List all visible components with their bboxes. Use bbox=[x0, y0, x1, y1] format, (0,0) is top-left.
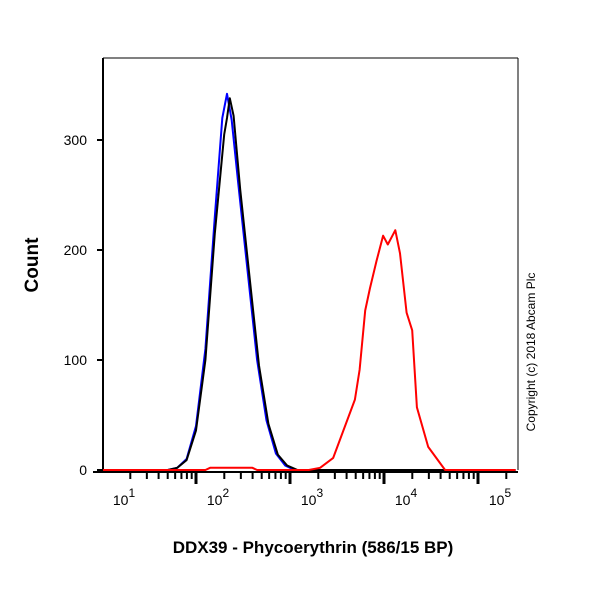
copyright-annotation: Copyright (c) 2018 Abcam Plc bbox=[524, 273, 538, 432]
y-tick-label: 300 bbox=[64, 132, 88, 148]
x-tick-label: 101 bbox=[113, 486, 136, 508]
plot-frame bbox=[93, 57, 519, 473]
x-tick-label: 105 bbox=[489, 486, 512, 508]
x-tick-label: 103 bbox=[301, 486, 324, 508]
y-axis-label: Count bbox=[22, 237, 43, 293]
y-tick-label: 200 bbox=[64, 242, 88, 258]
series-group bbox=[102, 92, 516, 471]
series-line-2 bbox=[102, 97, 516, 471]
x-axis-label: DDX39 - Phycoerythrin (586/15 BP) bbox=[173, 538, 454, 557]
y-tick-label: 0 bbox=[79, 462, 87, 478]
y-tick-label: 100 bbox=[64, 352, 88, 368]
series-line-3 bbox=[102, 229, 516, 471]
axes-group: 0 100 200 300 101 102 103 104 105 bbox=[64, 132, 512, 508]
x-tick-label: 102 bbox=[207, 486, 230, 508]
x-tick-label: 104 bbox=[395, 486, 418, 508]
series-line-1 bbox=[102, 92, 516, 471]
